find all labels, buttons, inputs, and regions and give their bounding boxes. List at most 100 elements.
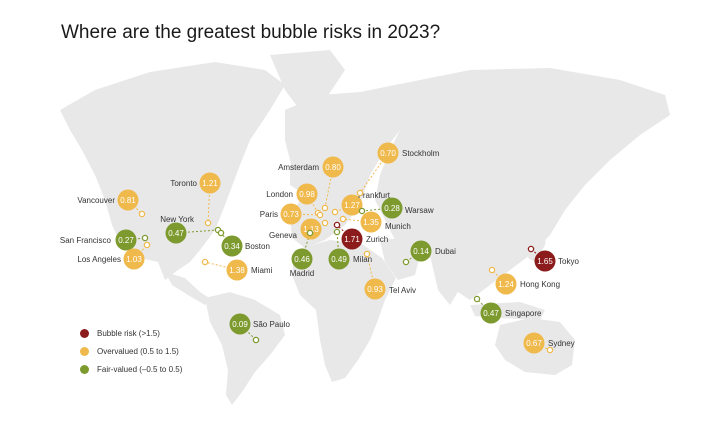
city-label-tokyo: Tokyo <box>558 257 579 266</box>
city-value-frankfurt: 1.27 <box>344 201 360 210</box>
city-bubble-los-angeles[interactable] <box>123 248 145 270</box>
city-value-munich: 1.35 <box>363 218 379 227</box>
city-anchor-los-angeles <box>143 241 151 249</box>
north-america-shape <box>60 62 285 280</box>
city-value-geneva: 1.13 <box>303 225 319 234</box>
city-bubble-vancouver[interactable] <box>117 189 139 211</box>
city-anchor-toronto <box>204 219 212 227</box>
city-bubble-geneva[interactable] <box>300 218 322 240</box>
city-anchor-miami <box>201 258 209 266</box>
city-value-vancouver: 0.81 <box>120 196 136 205</box>
legend-item-bubble: Bubble risk (>1.5) <box>80 325 182 341</box>
city-label-boston: Boston <box>245 242 270 251</box>
connector-new-york <box>175 229 219 234</box>
city-anchor-zurich <box>333 221 341 229</box>
city-value-los-angeles: 1.03 <box>126 255 142 264</box>
city-label-san-francisco: San Francisco <box>60 236 112 245</box>
city-value-tokyo: 1.65 <box>537 257 553 266</box>
africa-shape <box>292 240 396 382</box>
city-bubble-zurich[interactable] <box>341 228 363 250</box>
asia-shape <box>375 68 670 300</box>
city-bubble-boston[interactable] <box>221 235 243 257</box>
city-anchor-tel-aviv <box>363 250 371 258</box>
city-bubble-warsaw[interactable] <box>381 197 403 219</box>
city-anchor-munich <box>339 215 347 223</box>
city-label-sao-paulo: São Paulo <box>253 320 290 329</box>
central-america-shape <box>165 272 212 305</box>
city-bubble-frankfurt[interactable] <box>341 194 363 216</box>
city-anchor-san-francisco <box>141 234 149 242</box>
legend-item-fair: Fair-valued (–0.5 to 0.5) <box>80 361 182 377</box>
city-bubble-new-york[interactable] <box>165 222 187 244</box>
city-value-singapore: 0.47 <box>483 309 499 318</box>
city-bubble-toronto[interactable] <box>199 172 221 194</box>
legend-dot-bubble <box>80 328 89 338</box>
city-anchor-geneva <box>321 219 329 227</box>
city-bubble-singapore[interactable] <box>480 302 502 324</box>
city-bubble-miami[interactable] <box>226 259 248 281</box>
arabia-shape <box>380 238 420 280</box>
city-label-miami: Miami <box>251 266 273 275</box>
india-shape <box>430 255 465 305</box>
city-value-miami: 1.38 <box>229 266 245 275</box>
city-bubble-munich[interactable] <box>360 211 382 233</box>
city-value-amsterdam: 0.80 <box>325 163 341 172</box>
city-label-toronto: Toronto <box>170 179 197 188</box>
city-anchor-warsaw <box>358 207 366 215</box>
city-bubble-sydney[interactable] <box>523 332 545 354</box>
city-value-zurich: 1.71 <box>344 235 360 244</box>
city-label-sydney: Sydney <box>548 339 575 348</box>
city-label-stockholm: Stockholm <box>402 149 440 158</box>
city-bubble-amsterdam[interactable] <box>322 156 344 178</box>
city-value-paris: 0.73 <box>283 210 299 219</box>
city-anchor-frankfurt <box>331 208 339 216</box>
city-value-new-york: 0.47 <box>168 229 184 238</box>
city-bubble-hong-kong[interactable] <box>495 273 517 295</box>
city-value-milan: 0.49 <box>331 255 347 264</box>
city-value-madrid: 0.46 <box>294 255 310 264</box>
city-value-warsaw: 0.28 <box>384 204 400 213</box>
legend-label: Fair-valued (–0.5 to 0.5) <box>97 364 183 374</box>
city-value-london: 0.98 <box>299 190 315 199</box>
city-anchor-tokyo <box>527 245 535 253</box>
city-label-zurich: Zurich <box>366 235 388 244</box>
city-bubble-london[interactable] <box>296 183 318 205</box>
city-value-sao-paulo: 0.09 <box>232 320 248 329</box>
legend-item-overvalued: Overvalued (0.5 to 1.5) <box>80 343 182 359</box>
connector-toronto <box>207 182 211 224</box>
city-bubble-milan[interactable] <box>328 248 350 270</box>
city-anchor-madrid <box>306 229 314 237</box>
city-value-tel-aviv: 0.93 <box>367 285 383 294</box>
city-bubble-tokyo[interactable] <box>534 250 556 272</box>
connector-amsterdam <box>324 166 334 209</box>
city-label-dubai: Dubai <box>435 247 456 256</box>
city-anchor-singapore <box>473 295 481 303</box>
city-bubble-tel-aviv[interactable] <box>364 278 386 300</box>
city-value-sydney: 0.67 <box>526 339 542 348</box>
city-value-stockholm: 0.70 <box>380 149 396 158</box>
legend-label: Bubble risk (>1.5) <box>97 328 160 338</box>
city-bubble-dubai[interactable] <box>410 240 432 262</box>
city-bubble-sao-paulo[interactable] <box>229 313 251 335</box>
city-bubble-paris[interactable] <box>280 203 302 225</box>
city-label-paris: Paris <box>260 210 278 219</box>
city-value-hong-kong: 1.24 <box>498 280 514 289</box>
city-label-madrid: Madrid <box>290 269 314 278</box>
legend: Bubble risk (>1.5) Overvalued (0.5 to 1.… <box>80 325 182 379</box>
city-label-vancouver: Vancouver <box>77 196 115 205</box>
city-value-toronto: 1.21 <box>202 179 218 188</box>
city-value-san-francisco: 0.27 <box>118 236 134 245</box>
city-label-london: London <box>266 190 293 199</box>
city-label-geneva: Geneva <box>269 231 298 240</box>
city-bubble-madrid[interactable] <box>291 248 313 270</box>
legend-dot-fair <box>80 364 89 374</box>
city-anchor-stockholm <box>356 189 364 197</box>
city-anchor-boston <box>217 229 225 237</box>
city-bubble-san-francisco[interactable] <box>115 229 137 251</box>
city-label-frankfurt: Frankfurt <box>358 191 391 200</box>
south-america-shape <box>205 292 285 405</box>
uk-shape <box>290 160 305 190</box>
city-bubble-stockholm[interactable] <box>377 142 399 164</box>
connector-zurich <box>336 224 353 240</box>
city-label-new-york: New York <box>160 215 195 224</box>
